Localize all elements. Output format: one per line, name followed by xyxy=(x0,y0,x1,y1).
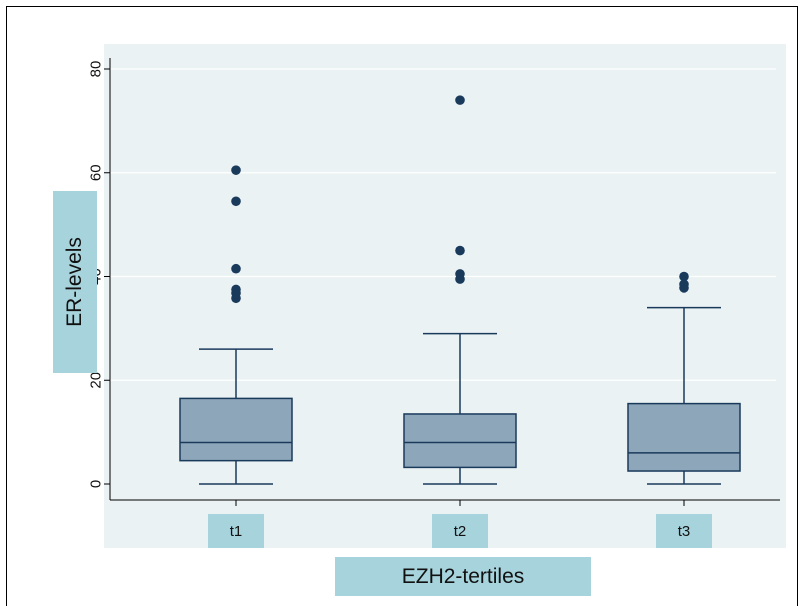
y-axis-label: ER-levels xyxy=(53,191,97,373)
outlier-t2-3 xyxy=(455,274,465,284)
outlier-t1-5 xyxy=(231,293,241,304)
box-t3 xyxy=(627,402,741,472)
outlier-t2-0 xyxy=(455,95,465,105)
outlier-t1-2 xyxy=(231,263,241,274)
y-axis-label-text: ER-levels xyxy=(63,237,87,327)
x-tick-label-t1: t1 xyxy=(208,514,264,548)
x-tick-label-t2: t2 xyxy=(432,514,488,548)
box-t2 xyxy=(403,413,517,469)
y-tick-label-20: 20 xyxy=(88,372,105,389)
outlier-t3-2 xyxy=(679,283,689,293)
outlier-t1-0 xyxy=(231,165,241,175)
outlier-t1-1 xyxy=(231,196,241,207)
y-tick-label-60: 60 xyxy=(88,164,105,181)
x-tick-label-t3: t3 xyxy=(656,514,712,548)
x-axis-label: EZH2-tertiles xyxy=(335,557,591,596)
box-t1 xyxy=(179,397,293,462)
chart-frame xyxy=(6,6,798,606)
outlier-t3-0 xyxy=(679,271,689,282)
y-tick-label-0: 0 xyxy=(88,480,105,488)
outlier-t2-1 xyxy=(455,245,465,256)
y-tick-label-80: 80 xyxy=(88,61,105,78)
